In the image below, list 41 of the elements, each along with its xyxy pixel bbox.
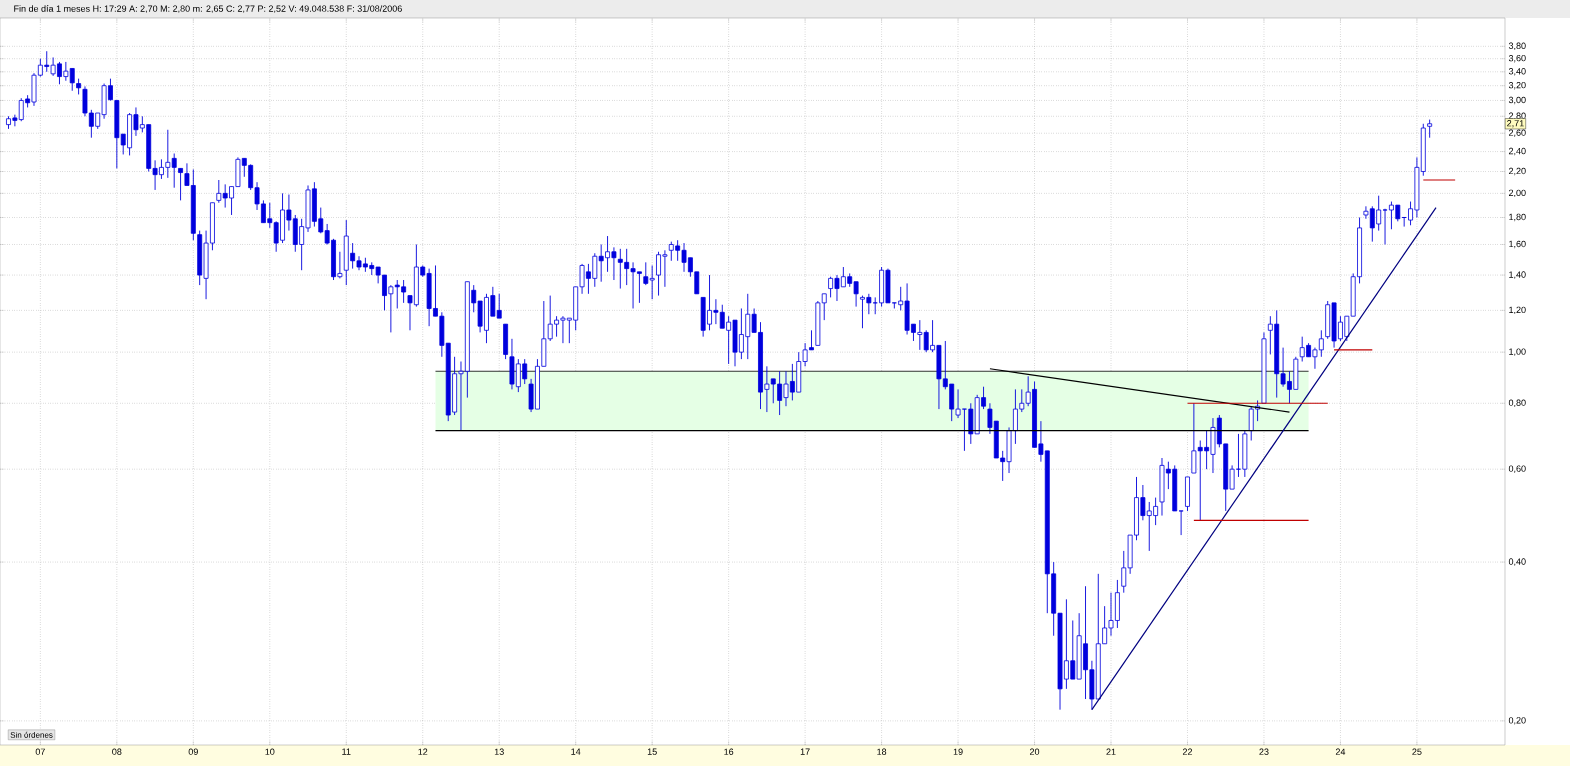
x-tick-label: 16 bbox=[724, 748, 734, 755]
y-tick-label: 0,80 bbox=[1508, 399, 1526, 407]
y-tick-label: 2,20 bbox=[1508, 167, 1526, 176]
annotation: Sin órdenes bbox=[10, 731, 53, 738]
y-tick-label: 3,80 bbox=[1508, 42, 1526, 51]
y-tick-label: 0,60 bbox=[1508, 465, 1526, 473]
y-tick-label: 1,00 bbox=[1509, 348, 1526, 356]
y-tick-label: 3,60 bbox=[1508, 54, 1526, 63]
x-tick-label: 12 bbox=[418, 748, 428, 755]
y-tick-label: 0,20 bbox=[1508, 717, 1526, 725]
y-tick-label: 3,40 bbox=[1508, 68, 1526, 76]
x-tick-label: 21 bbox=[1106, 748, 1116, 755]
y-tick-label: 1,20 bbox=[1509, 306, 1526, 315]
y-tick-label: 1,80 bbox=[1509, 213, 1526, 222]
x-tick-label: 09 bbox=[188, 748, 198, 755]
chart-title: Fin de día 1 meses H: 17:29 A: 2,70 M: 2,80 m: 2,65 C: 2,77 P: 2,52 V: 49.048.538 F: 31/08/2006 bbox=[14, 5, 402, 13]
x-tick-label: 07 bbox=[35, 748, 45, 755]
x-tick-label: 15 bbox=[647, 748, 657, 755]
y-tick-label: 3,00 bbox=[1508, 96, 1526, 105]
x-tick-label: 11 bbox=[342, 748, 351, 755]
x-tick-label: 19 bbox=[953, 748, 963, 755]
y-tick-label: 1,40 bbox=[1509, 271, 1526, 279]
x-tick-label: 17 bbox=[800, 748, 810, 755]
x-tick-label: 22 bbox=[1182, 748, 1193, 755]
y-tick-label: 3,20 bbox=[1508, 81, 1526, 90]
y-tick-label: 2,60 bbox=[1508, 129, 1526, 137]
x-tick-label: 14 bbox=[571, 748, 581, 755]
y-tick-label: 2,80 bbox=[1508, 112, 1526, 120]
x-tick-label: 10 bbox=[265, 748, 275, 755]
y-tick-label: 1,60 bbox=[1509, 240, 1526, 249]
y-tick-label: 2,40 bbox=[1508, 147, 1526, 156]
x-tick-label: 18 bbox=[877, 748, 887, 755]
y-tick-label: 2,00 bbox=[1508, 189, 1526, 198]
x-tick-label: 23 bbox=[1259, 748, 1269, 755]
x-tick-label: 20 bbox=[1029, 748, 1040, 755]
x-tick-label: 08 bbox=[112, 748, 122, 755]
x-tick-label: 25 bbox=[1412, 748, 1422, 755]
x-tick-label: 24 bbox=[1335, 748, 1346, 755]
annotation: 2,71 bbox=[1507, 120, 1524, 128]
x-tick-label: 13 bbox=[494, 748, 504, 755]
y-tick-label: 0,40 bbox=[1508, 558, 1526, 566]
